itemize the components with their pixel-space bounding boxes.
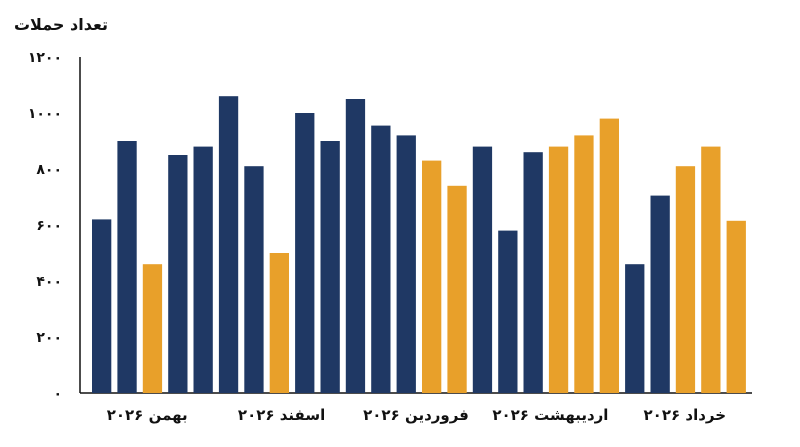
y-tick-label: ۱۰۰۰ xyxy=(28,106,62,122)
bar xyxy=(92,219,112,393)
bar xyxy=(142,264,163,393)
x-month-label: بهمن ۲۰۲۶ xyxy=(107,406,188,424)
y-ticks: ۰ ۲۰۰ ۴۰۰ ۶۰۰ ۸۰۰ ۱۰۰۰ ۱۲۰۰ xyxy=(28,50,62,402)
bar xyxy=(675,166,696,393)
bar xyxy=(650,195,670,393)
y-tick-label: ۸۰۰ xyxy=(36,162,62,178)
bar xyxy=(548,146,569,393)
y-tick-label: ۱۲۰۰ xyxy=(28,50,62,66)
x-month-label: خرداد ۲۰۲۶ xyxy=(644,406,727,424)
bar xyxy=(320,141,340,393)
bars xyxy=(92,96,746,393)
y-tick-label: ۶۰۰ xyxy=(36,218,62,234)
bar xyxy=(625,264,645,393)
bar xyxy=(193,146,213,393)
y-tick-label: ۲۰۰ xyxy=(36,330,62,346)
bar xyxy=(447,185,467,393)
x-month-label: اسفند ۲۰۲۶ xyxy=(238,406,325,424)
bar xyxy=(168,155,188,393)
bar xyxy=(396,135,416,393)
bar xyxy=(371,125,391,393)
bar xyxy=(498,230,518,393)
bar xyxy=(295,113,315,393)
bar xyxy=(701,146,721,393)
bar xyxy=(345,99,366,393)
bar xyxy=(269,253,289,393)
y-tick-label: ۴۰۰ xyxy=(36,274,62,290)
x-month-label: فروردین ۲۰۲۶ xyxy=(363,406,469,424)
bar xyxy=(726,220,746,393)
y-tick-label: ۰ xyxy=(53,386,62,402)
bar xyxy=(218,96,239,393)
x-month-label: اردیبهشت ۲۰۲۶ xyxy=(492,406,608,424)
bar xyxy=(117,141,137,393)
bar xyxy=(422,160,442,393)
x-month-labels: بهمن ۲۰۲۶ اسفند ۲۰۲۶ فروردین ۲۰۲۶ اردیبهشت … xyxy=(107,406,726,424)
bar xyxy=(244,166,264,393)
bar xyxy=(574,135,594,393)
bar xyxy=(523,152,543,393)
bar xyxy=(472,146,493,393)
bar xyxy=(599,118,619,393)
y-axis-title: تعداد حملات xyxy=(14,15,108,34)
